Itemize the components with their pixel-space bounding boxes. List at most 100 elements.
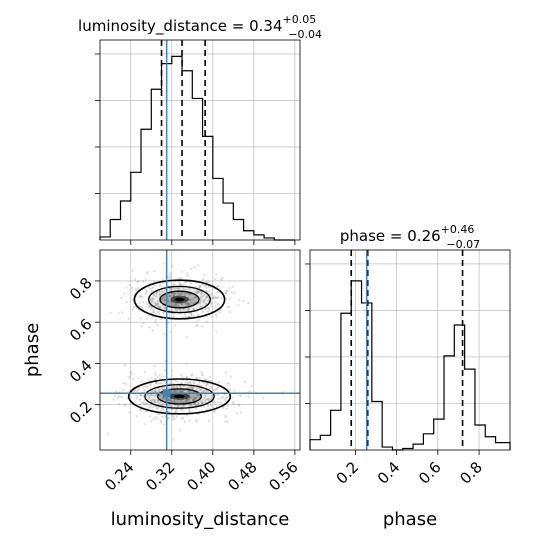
scatter-point xyxy=(210,294,213,297)
scatter-point xyxy=(161,403,164,406)
scatter-point xyxy=(179,385,182,388)
scatter-point xyxy=(190,396,193,399)
scatter-point xyxy=(158,390,161,393)
scatter-point xyxy=(191,398,195,401)
density-peak xyxy=(173,394,186,399)
scatter-point xyxy=(205,289,208,293)
scatter-point xyxy=(194,290,197,293)
scatter-point xyxy=(198,396,201,399)
scatter-point xyxy=(149,415,152,418)
scatter-point xyxy=(214,305,217,308)
scatter-point xyxy=(235,412,239,415)
scatter-point xyxy=(172,294,176,297)
scatter-point xyxy=(188,409,191,412)
scatter-point xyxy=(192,302,195,305)
scatter-point xyxy=(180,277,183,280)
scatter-point xyxy=(152,286,155,289)
scatter-point xyxy=(197,403,200,406)
scatter-point xyxy=(196,291,199,294)
scatter-point xyxy=(193,296,197,299)
histogram-phase xyxy=(309,280,511,451)
scatter-point xyxy=(193,403,196,406)
scatter-point xyxy=(152,398,155,401)
scatter-point xyxy=(242,299,245,303)
scatter-point xyxy=(131,286,134,289)
scatter-point xyxy=(149,298,152,301)
scatter-point xyxy=(172,390,175,393)
scatter-point xyxy=(153,377,156,381)
scatter-point xyxy=(176,303,179,306)
scatter-point xyxy=(115,390,118,393)
scatter-point xyxy=(221,277,224,280)
scatter-point xyxy=(186,414,189,417)
scatter-point xyxy=(201,374,204,377)
scatter-point xyxy=(174,324,177,327)
scatter-point xyxy=(138,403,141,406)
scatter-point xyxy=(140,401,143,404)
scatter-point xyxy=(128,284,131,287)
histogram-luminosity-distance xyxy=(99,55,295,241)
scatter-point xyxy=(172,415,175,418)
scatter-point xyxy=(132,305,135,308)
scatter-point xyxy=(173,399,176,402)
scatter-point xyxy=(197,387,200,390)
scatter-point xyxy=(192,394,195,397)
scatter-point xyxy=(135,288,138,291)
scatter-point xyxy=(199,285,202,288)
scatter-point xyxy=(186,376,189,379)
scatter-point xyxy=(152,311,155,314)
scatter-point xyxy=(219,401,223,404)
scatter-point xyxy=(197,313,200,316)
scatter-point xyxy=(158,306,161,309)
scatter-point xyxy=(196,291,199,294)
scatter-point xyxy=(150,300,154,303)
scatter-point xyxy=(210,386,213,389)
scatter-point xyxy=(189,301,192,304)
scatter-point xyxy=(226,382,230,385)
scatter-point xyxy=(187,315,190,318)
scatter-point xyxy=(160,421,163,424)
scatter-point xyxy=(145,394,148,397)
scatter-point xyxy=(138,403,141,406)
scatter-point xyxy=(201,373,204,376)
scatter-point xyxy=(238,394,241,397)
scatter-point xyxy=(156,324,159,327)
scatter-point xyxy=(128,411,131,414)
scatter-point xyxy=(142,301,145,304)
scatter-point xyxy=(201,402,204,405)
x-tick-label: 0.2 xyxy=(333,458,363,488)
scatter-point xyxy=(170,369,173,372)
scatter-point xyxy=(220,278,223,281)
scatter-point xyxy=(122,382,125,385)
scatter-point xyxy=(163,397,166,400)
scatter-point xyxy=(194,402,197,405)
scatter-point xyxy=(128,403,131,406)
scatter-point xyxy=(167,301,170,304)
scatter-point xyxy=(123,403,126,406)
scatter-point xyxy=(216,302,219,305)
scatter-point xyxy=(188,419,191,422)
scatter-point xyxy=(142,280,145,283)
scatter-point xyxy=(147,314,150,318)
scatter-point xyxy=(212,295,215,298)
scatter-point xyxy=(200,305,203,308)
scatter-point xyxy=(192,399,195,402)
density-contour xyxy=(133,279,226,320)
scatter-point xyxy=(203,382,206,385)
scatter-point xyxy=(186,302,190,305)
scatter-point xyxy=(142,394,145,397)
scatter-point xyxy=(215,316,218,319)
scatter-point xyxy=(195,311,198,314)
scatter-point xyxy=(199,300,202,303)
scatter-point xyxy=(163,307,166,310)
scatter-point xyxy=(208,289,211,292)
scatter-point xyxy=(123,364,126,367)
scatter-point xyxy=(247,301,250,304)
scatter-point xyxy=(149,404,152,407)
scatter-point xyxy=(185,302,188,305)
scatter-point xyxy=(173,389,176,392)
scatter-point xyxy=(156,304,159,307)
scatter-point xyxy=(148,395,151,398)
scatter-point xyxy=(186,303,189,306)
scatter-point xyxy=(225,289,228,292)
